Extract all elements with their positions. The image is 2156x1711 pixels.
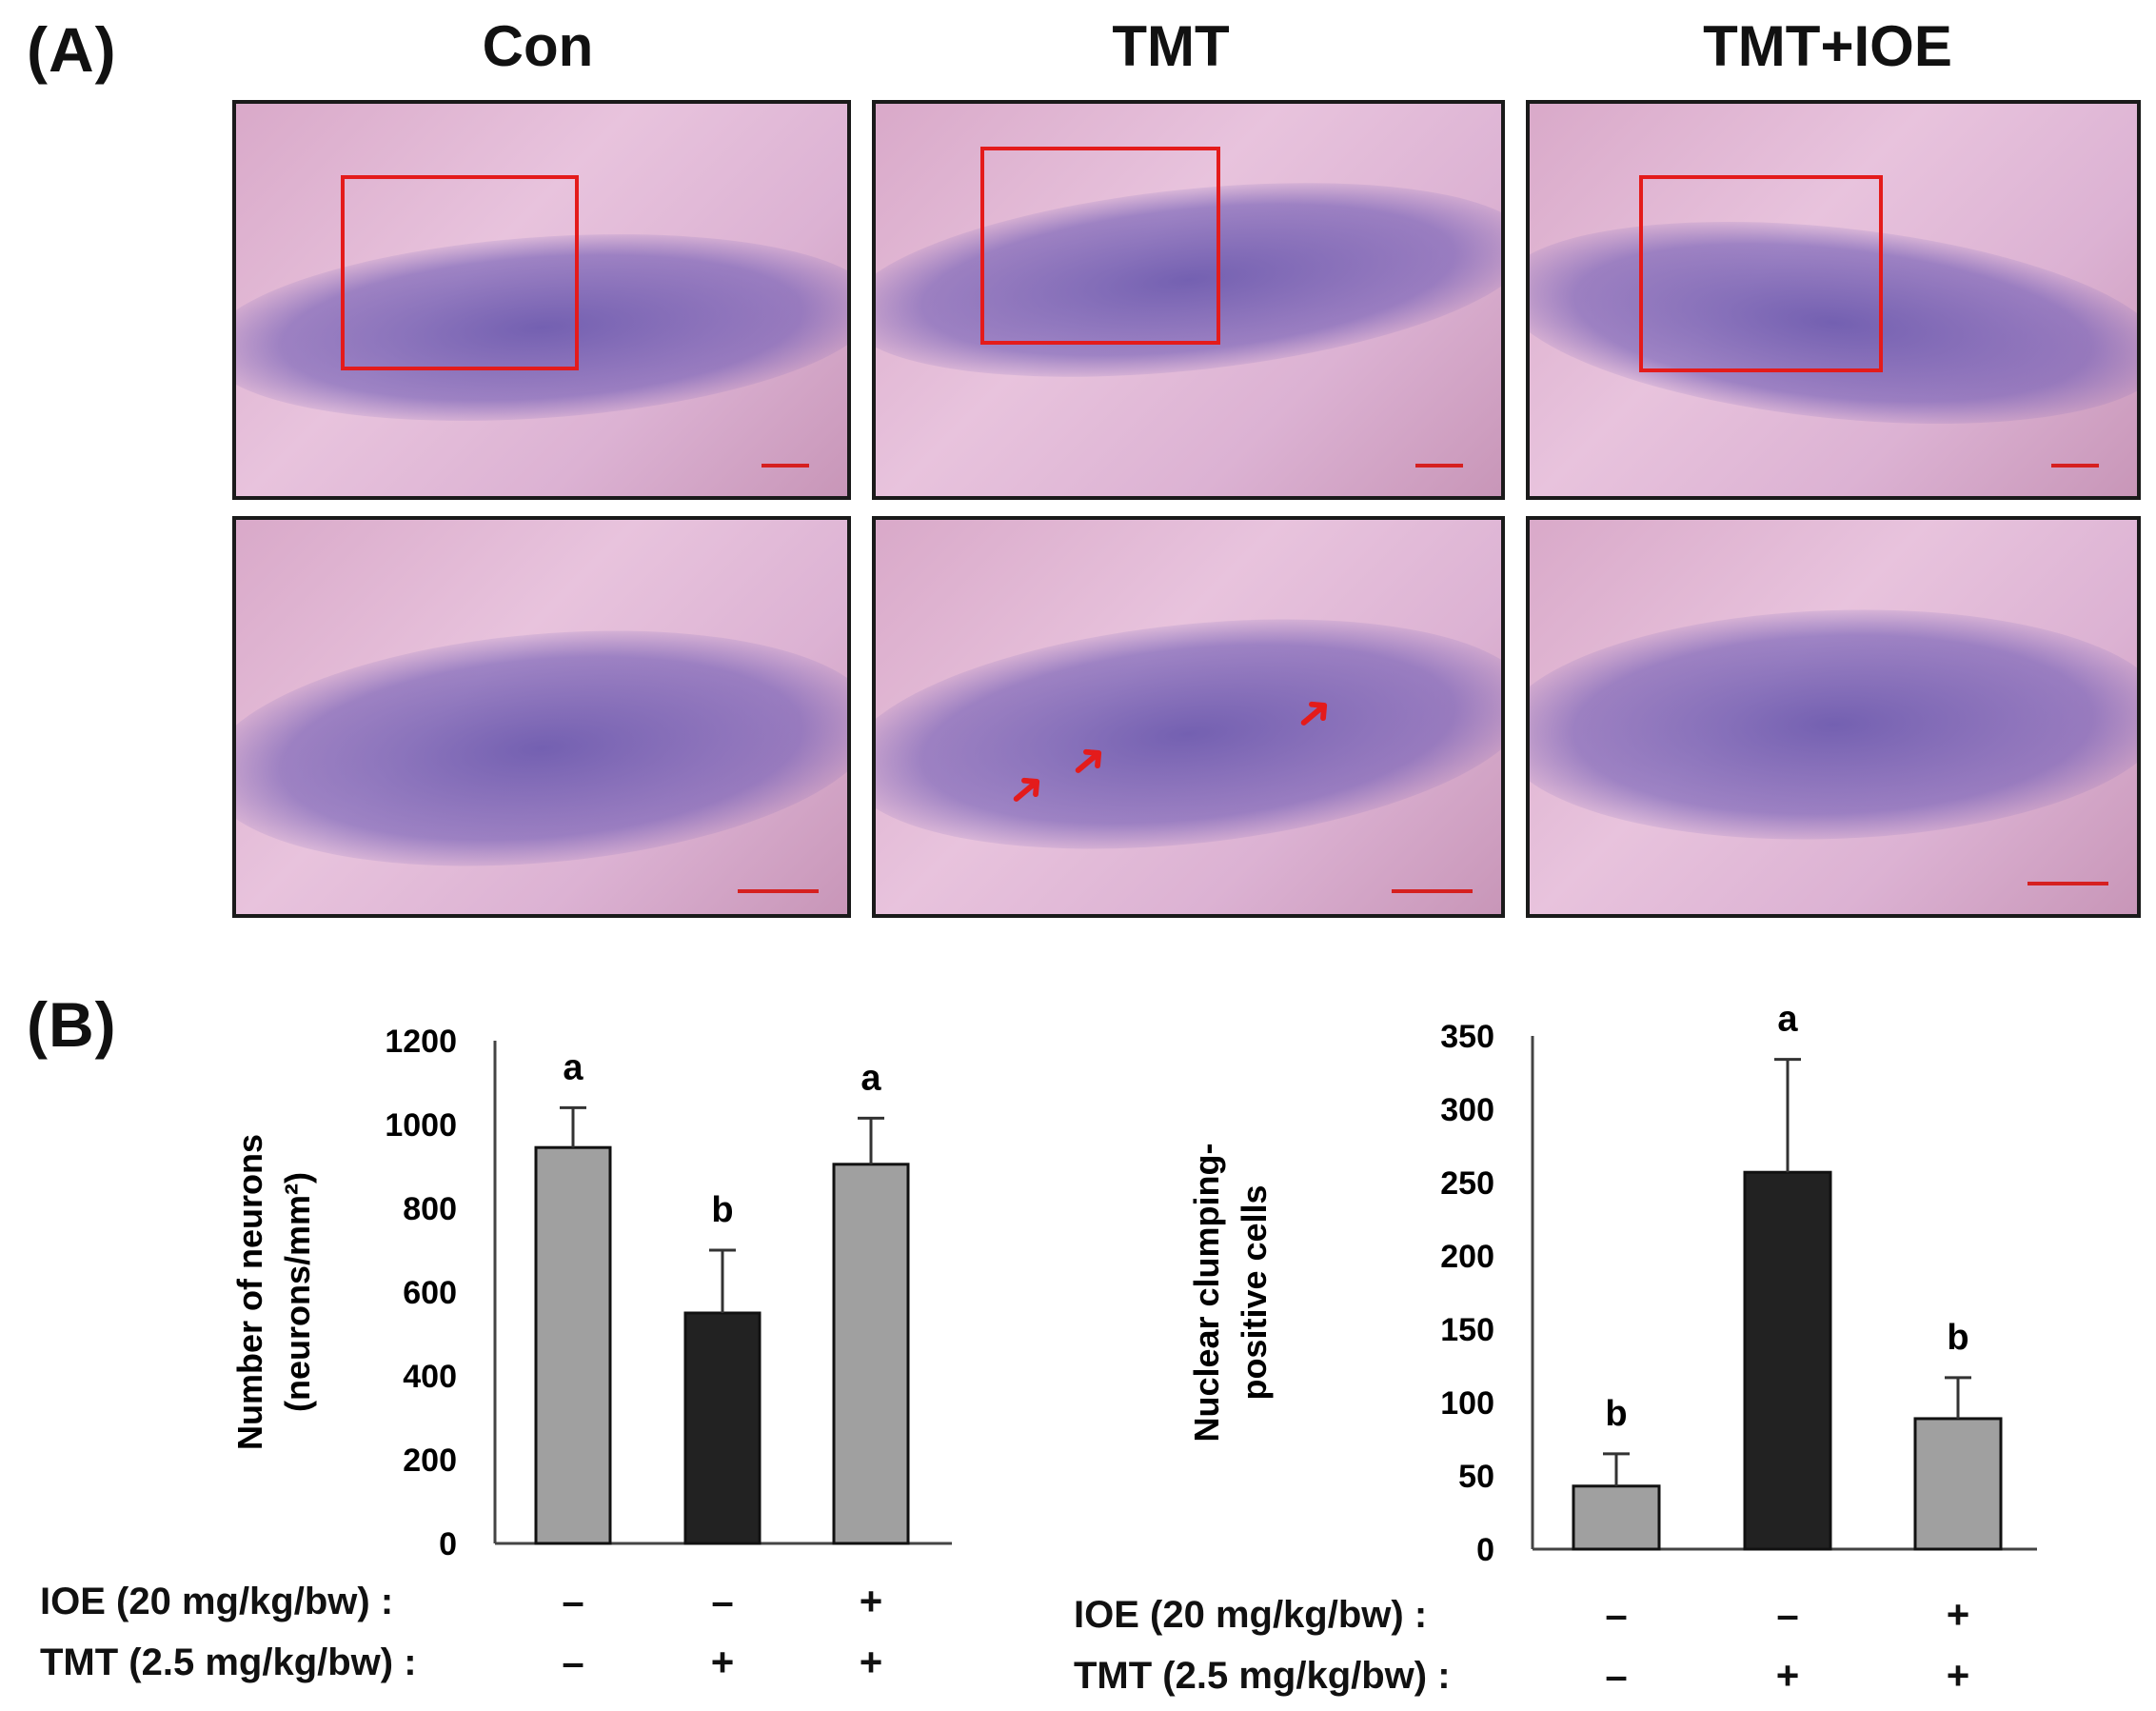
micrograph-tmt-low [872, 100, 1505, 500]
column-title-tmt: TMT [1112, 14, 1230, 78]
treatment-sign: – [1605, 1592, 1628, 1637]
treatment-sign: + [1946, 1653, 1970, 1698]
bar [683, 1311, 762, 1545]
micrograph-tmt-high: ➜ ➜ ➜ [872, 516, 1505, 918]
significance-letter: a [860, 1058, 881, 1098]
y-axis-label: positive cells [1235, 1184, 1274, 1400]
y-tick-label: 150 [1440, 1312, 1494, 1348]
y-tick-label: 350 [1440, 1019, 1494, 1055]
region-of-interest-box [980, 147, 1220, 345]
treatment-sign: – [562, 1640, 584, 1684]
significance-letter: b [711, 1190, 733, 1230]
region-of-interest-box [1639, 175, 1883, 372]
y-tick-label: 0 [439, 1526, 457, 1562]
column-title-tmt-ioe: TMT+IOE [1703, 14, 1952, 78]
bar [832, 1163, 910, 1545]
panel-a-label: (A) [27, 14, 117, 85]
treatment-sign: – [562, 1579, 584, 1623]
y-tick-label: 300 [1440, 1092, 1494, 1128]
treatment-row-label: TMT (2.5 mg/kg/bw) : [40, 1641, 417, 1683]
y-tick-label: 800 [403, 1191, 457, 1227]
y-tick-label: 250 [1440, 1165, 1494, 1202]
y-tick-label: 200 [403, 1442, 457, 1479]
treatment-row-label: IOE (20 mg/kg/bw) : [1074, 1594, 1428, 1636]
scale-bar [2027, 882, 2108, 885]
significance-letter: b [1947, 1318, 1968, 1358]
y-tick-label: 200 [1440, 1239, 1494, 1275]
micrograph-tmt-ioe-high [1526, 516, 2141, 918]
y-axis-label: (neurons/mm²) [278, 1172, 317, 1412]
scale-bar [1392, 889, 1473, 893]
bar-chart-neurons: 0 200 400 600 800 1000 1200 a b a Number of neuron… [230, 1024, 952, 1562]
bar [1743, 1170, 1832, 1551]
bar [1572, 1484, 1661, 1551]
region-of-interest-box [341, 175, 579, 370]
scale-bar [738, 889, 819, 893]
treatment-sign: + [859, 1579, 883, 1623]
bar-chart-nuclear-clumping: 0 50 100 150 200 250 300 350 b a b Nuclear clumping… [1187, 1000, 2037, 1568]
treatment-sign: + [859, 1640, 883, 1684]
treatment-row-label: IOE (20 mg/kg/bw) : [40, 1581, 394, 1622]
micrograph-tmt-ioe-low [1526, 100, 2141, 500]
y-axis-label: Nuclear clumping- [1187, 1143, 1226, 1442]
panel-b-label: (B) [27, 989, 117, 1060]
column-title-con: Con [482, 14, 594, 78]
scale-bar [2051, 464, 2099, 468]
y-axis-label: Number of neurons [230, 1134, 269, 1450]
micrograph-con-high [232, 516, 851, 918]
significance-letter: b [1605, 1394, 1627, 1434]
treatment-row-label: TMT (2.5 mg/kg/bw) : [1074, 1655, 1451, 1697]
scale-bar [762, 464, 809, 468]
significance-letter: a [1777, 1000, 1798, 1040]
y-tick-label: 600 [403, 1275, 457, 1311]
treatment-sign: + [1775, 1653, 1800, 1698]
y-tick-label: 1000 [385, 1107, 457, 1144]
bar [534, 1145, 612, 1545]
treatment-sign: – [711, 1579, 734, 1623]
treatment-sign: – [1605, 1653, 1628, 1698]
treatment-sign: + [710, 1640, 735, 1684]
micrograph-con-low [232, 100, 851, 500]
y-tick-label: 400 [403, 1359, 457, 1395]
treatment-sign: – [1776, 1592, 1799, 1637]
significance-letter: a [563, 1047, 584, 1087]
y-tick-label: 50 [1458, 1459, 1494, 1495]
treatment-sign: + [1946, 1592, 1970, 1637]
y-tick-label: 0 [1476, 1532, 1494, 1568]
scale-bar [1415, 464, 1463, 468]
y-tick-label: 100 [1440, 1385, 1494, 1422]
bar [1913, 1417, 2003, 1551]
y-tick-label: 1200 [385, 1024, 457, 1060]
